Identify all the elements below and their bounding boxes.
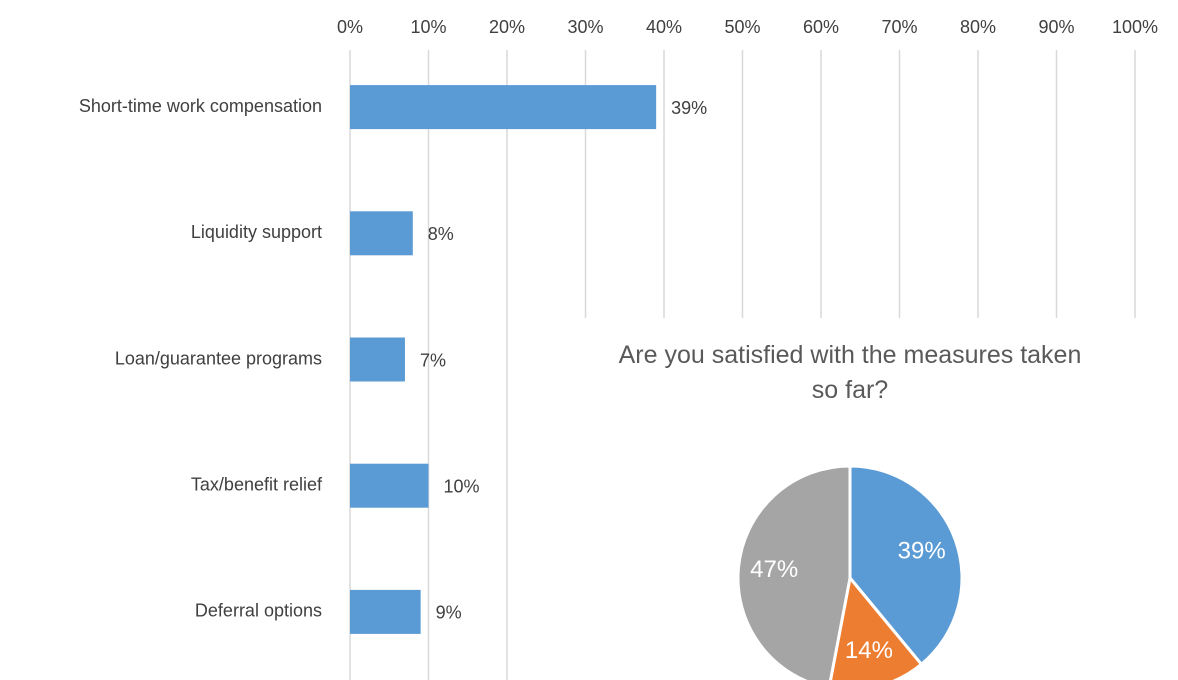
x-tick-label: 40% xyxy=(646,17,682,37)
pie-slice xyxy=(736,464,852,680)
category-label: Liquidity support xyxy=(191,222,322,242)
data-label: 47% xyxy=(750,556,798,583)
bar xyxy=(350,589,421,634)
data-label: 8% xyxy=(428,224,454,244)
x-tick-label: 50% xyxy=(724,17,760,37)
category-label: Loan/guarantee programs xyxy=(115,348,322,368)
pie-slice xyxy=(829,574,924,680)
data-label: 14% xyxy=(845,637,893,664)
x-tick-label: 20% xyxy=(489,17,525,37)
x-tick-label: 30% xyxy=(567,17,603,37)
x-tick-label: 80% xyxy=(960,17,996,37)
data-label: 10% xyxy=(444,476,480,496)
bar xyxy=(350,85,657,130)
data-label: 7% xyxy=(420,350,446,370)
x-tick-label: 90% xyxy=(1038,17,1074,37)
pie-slice xyxy=(848,464,964,667)
data-label: 39% xyxy=(671,98,707,118)
category-label: Deferral options xyxy=(195,601,322,621)
x-tick-label: 0% xyxy=(337,17,363,37)
x-tick-label: 70% xyxy=(881,17,917,37)
data-label: 39% xyxy=(898,538,946,565)
x-tick-label: 60% xyxy=(803,17,839,37)
pie-title: Are you satisfied with the measures take… xyxy=(618,341,1082,404)
x-tick-label: 10% xyxy=(410,17,446,37)
bar xyxy=(350,211,413,256)
bar xyxy=(350,463,429,508)
category-label: Short-time work compensation xyxy=(79,96,322,116)
bar xyxy=(350,337,405,382)
category-label: Tax/benefit relief xyxy=(191,474,323,494)
x-tick-label: 100% xyxy=(1112,17,1158,37)
data-label: 9% xyxy=(436,603,462,623)
